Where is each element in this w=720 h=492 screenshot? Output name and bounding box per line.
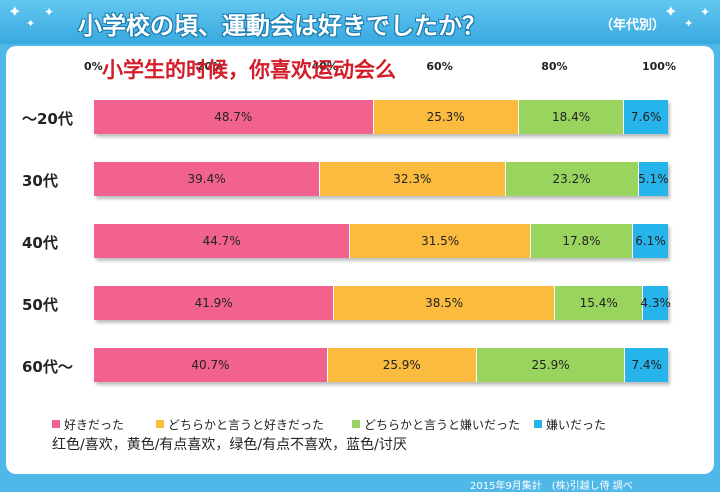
data-label: 17.8% — [562, 234, 601, 248]
stacked-bar: 44.7% 31.5% 17.8% 6.1% — [94, 224, 668, 258]
bar-segment: 7.4% — [625, 348, 668, 382]
legend-label: 好きだった — [64, 418, 125, 432]
legend-item: 嫌いだった — [534, 416, 606, 433]
bar-segment: 17.8% — [530, 224, 633, 258]
x-tick-label: 40% — [311, 60, 338, 73]
bar-segment: 32.3% — [320, 162, 506, 196]
stacked-bar: 41.9% 38.5% 15.4% 4.3% — [94, 286, 671, 320]
category-label: ～20代 — [22, 110, 73, 128]
chart-subtitle: （年代別） — [600, 18, 666, 33]
x-tick-label: 60% — [426, 60, 453, 73]
data-label: 5.1% — [638, 172, 669, 186]
bar-segment: 41.9% — [94, 286, 335, 320]
sparkle-icon: ✦ — [664, 2, 678, 21]
color-note: 红色/喜欢，黄色/有点喜欢，绿色/有点不喜欢，蓝色/讨厌 — [52, 437, 407, 453]
data-label: 44.7% — [202, 234, 241, 248]
data-label: 4.3% — [640, 296, 671, 310]
bar-segment: 40.7% — [94, 348, 328, 382]
data-label: 25.9% — [531, 358, 570, 372]
sparkle-icon: ✦ — [684, 17, 694, 30]
data-label: 18.4% — [551, 110, 591, 124]
data-label: 23.2% — [552, 172, 591, 186]
legend-swatch — [52, 420, 60, 428]
legend-label: どちらかと言うと好きだった — [168, 418, 325, 432]
legend-label: 嫌いだった — [546, 418, 607, 432]
chart-title: 小学校の頃、運動会は好きでしたか？ — [78, 12, 486, 40]
bar-segment: 7.6% — [624, 100, 668, 134]
data-label: 48.7% — [214, 110, 253, 124]
legend-label: どちらかと言うと嫌いだった — [364, 418, 521, 432]
legend-swatch — [156, 420, 164, 428]
sparkle-icon: ✦ — [44, 5, 55, 19]
data-label: 38.5% — [425, 296, 464, 310]
legend-item: 好きだった — [52, 416, 124, 433]
sparkle-icon: ✦ — [700, 5, 711, 19]
category-label: 50代 — [22, 296, 58, 314]
bar-segment: 18.4% — [518, 100, 625, 134]
sparkle-icon: ✦ — [8, 2, 22, 21]
x-tick-label: 0% — [84, 60, 103, 73]
data-label: 7.4% — [631, 358, 662, 372]
x-tick-label: 100% — [642, 60, 676, 73]
bar-segment: 25.9% — [476, 348, 626, 382]
bar-segment: 31.5% — [350, 224, 531, 258]
header-bar: ✦ ✦ ✦ 小学校の頃、運動会は好きでしたか？ （年代別） ✦ ✦ ✦ — [0, 0, 720, 44]
category-label: 30代 — [22, 172, 58, 190]
data-label: 25.9% — [382, 358, 421, 372]
bar-segment: 25.3% — [373, 100, 519, 134]
x-tick-label: 20% — [196, 60, 224, 73]
legend-item: どちらかと言うと好きだった — [156, 416, 324, 433]
data-label: 7.6% — [630, 110, 662, 124]
bar-segment: 15.4% — [555, 286, 644, 320]
stacked-bar: 40.7% 25.9% 25.9% 7.4% — [94, 348, 668, 382]
legend-swatch — [534, 420, 542, 428]
bar-segment: 25.9% — [327, 348, 477, 382]
stacked-bar: 48.7% 25.3% 18.4% 7.6% — [94, 100, 668, 134]
data-label: 6.1% — [635, 234, 666, 248]
data-label: 40.7% — [191, 358, 230, 372]
bar-segment: 4.3% — [640, 286, 671, 320]
bar-segment: 23.2% — [505, 162, 639, 196]
category-label: 60代～ — [22, 358, 73, 376]
x-tick-label: 80% — [541, 60, 568, 73]
sparkle-icon: ✦ — [26, 17, 36, 30]
data-label: 31.5% — [421, 234, 460, 248]
stacked-bar: 39.4% 32.3% 23.2% 5.1% — [94, 162, 669, 196]
source-note: 2015年9月集計 (株)引越し侍 調べ — [470, 481, 633, 492]
bar-segment: 39.4% — [94, 162, 321, 196]
overlay-caption: 小学生的时候，你喜欢运动会么 — [102, 58, 396, 82]
data-label: 32.3% — [393, 172, 432, 186]
legend-swatch — [352, 420, 360, 428]
data-label: 39.4% — [187, 172, 226, 186]
bar-segment: 48.7% — [94, 100, 374, 134]
data-label: 15.4% — [579, 296, 618, 310]
bar-segment: 38.5% — [334, 286, 556, 320]
bar-segment: 44.7% — [94, 224, 351, 258]
data-label: 25.3% — [426, 110, 465, 124]
bar-segment: 5.1% — [638, 162, 669, 196]
legend-item: どちらかと言うと嫌いだった — [352, 416, 520, 433]
category-label: 40代 — [22, 234, 58, 252]
bar-segment: 6.1% — [633, 224, 668, 258]
data-label: 41.9% — [194, 296, 233, 310]
